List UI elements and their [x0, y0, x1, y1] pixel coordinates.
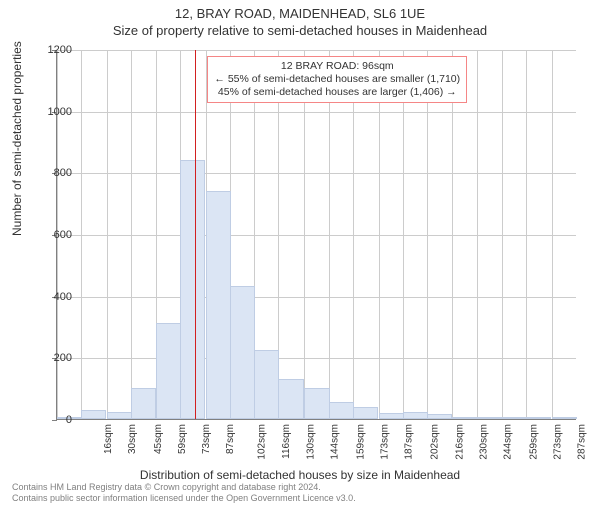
- gridline-h: [57, 173, 576, 174]
- histogram-bar: [278, 379, 303, 419]
- xtick-label: 230sqm: [478, 424, 489, 460]
- plot-area: 12 BRAY ROAD: 96sqm← 55% of semi-detache…: [56, 50, 576, 420]
- gridline-h: [57, 297, 576, 298]
- credits: Contains HM Land Registry data © Crown c…: [12, 482, 356, 504]
- xtick-label: 144sqm: [330, 424, 341, 460]
- xtick-label: 45sqm: [153, 424, 164, 454]
- xtick-label: 259sqm: [529, 424, 540, 460]
- gridline-v: [502, 50, 503, 419]
- histogram-bar: [477, 417, 502, 419]
- histogram-bar: [526, 417, 551, 419]
- xtick-label: 30sqm: [127, 424, 138, 454]
- xtick-label: 287sqm: [577, 424, 588, 460]
- xtick-label: 159sqm: [356, 424, 367, 460]
- gridline-v: [107, 50, 108, 419]
- callout-line-1: 12 BRAY ROAD: 96sqm: [214, 60, 460, 73]
- chart-title-main: 12, BRAY ROAD, MAIDENHEAD, SL6 1UE: [0, 6, 600, 21]
- histogram-bar: [180, 160, 205, 419]
- xtick-label: 59sqm: [177, 424, 188, 454]
- histogram-bar: [206, 191, 231, 419]
- gridline-v: [403, 50, 404, 419]
- gridline-v: [131, 50, 132, 419]
- xtick-label: 16sqm: [103, 424, 114, 454]
- chart-title-sub: Size of property relative to semi-detach…: [0, 23, 600, 38]
- xtick-label: 73sqm: [201, 424, 212, 454]
- xtick-label: 87sqm: [225, 424, 236, 454]
- histogram-bar: [353, 407, 378, 419]
- gridline-v: [552, 50, 553, 419]
- xtick-label: 130sqm: [305, 424, 316, 460]
- gridline-h: [57, 50, 576, 51]
- gridline-v: [452, 50, 453, 419]
- gridline-v: [427, 50, 428, 419]
- plot-wrap: 12 BRAY ROAD: 96sqm← 55% of semi-detache…: [56, 50, 576, 420]
- gridline-h: [57, 358, 576, 359]
- histogram-bar: [230, 286, 255, 419]
- xtick-label: 216sqm: [454, 424, 465, 460]
- xtick-label: 102sqm: [257, 424, 268, 460]
- gridline-v: [477, 50, 478, 419]
- histogram-bar: [452, 417, 477, 419]
- histogram-bar: [329, 402, 354, 419]
- histogram-bar: [81, 410, 106, 419]
- gridline-h: [57, 112, 576, 113]
- histogram-bar: [379, 413, 404, 419]
- histogram-bar: [552, 417, 577, 419]
- ytick-label: 1000: [32, 106, 72, 118]
- histogram-bar: [107, 412, 132, 419]
- x-axis-label: Distribution of semi-detached houses by …: [0, 468, 600, 482]
- ytick-label: 400: [32, 291, 72, 303]
- gridline-v: [329, 50, 330, 419]
- credit-line-2: Contains public sector information licen…: [12, 493, 356, 504]
- callout-box: 12 BRAY ROAD: 96sqm← 55% of semi-detache…: [207, 56, 467, 103]
- callout-line-2: ← 55% of semi-detached houses are smalle…: [214, 73, 460, 86]
- xtick-label: 187sqm: [404, 424, 415, 460]
- xtick-label: 116sqm: [280, 424, 291, 459]
- xtick-label: 173sqm: [380, 424, 391, 460]
- histogram-bar: [427, 414, 452, 419]
- histogram-bar: [403, 412, 428, 419]
- histogram-bar: [131, 388, 156, 419]
- xtick-label: 202sqm: [430, 424, 441, 460]
- histogram-bar: [254, 350, 279, 419]
- gridline-v: [81, 50, 82, 419]
- ytick-label: 0: [32, 414, 72, 426]
- histogram-bar: [156, 323, 181, 419]
- callout-line-3: 45% of semi-detached houses are larger (…: [214, 86, 460, 99]
- histogram-bar: [304, 388, 329, 419]
- gridline-v: [353, 50, 354, 419]
- credit-line-1: Contains HM Land Registry data © Crown c…: [12, 482, 356, 493]
- y-axis-label: Number of semi-detached properties: [10, 41, 24, 236]
- xtick-label: 273sqm: [553, 424, 564, 460]
- gridline-v: [526, 50, 527, 419]
- marker-line: [195, 50, 196, 419]
- ytick-label: 600: [32, 229, 72, 241]
- ytick-label: 200: [32, 352, 72, 364]
- gridline-h: [57, 235, 576, 236]
- histogram-bar: [502, 417, 527, 419]
- gridline-v: [379, 50, 380, 419]
- ytick-label: 1200: [32, 44, 72, 56]
- xtick-label: 244sqm: [503, 424, 514, 460]
- gridline-v: [304, 50, 305, 419]
- ytick-label: 800: [32, 167, 72, 179]
